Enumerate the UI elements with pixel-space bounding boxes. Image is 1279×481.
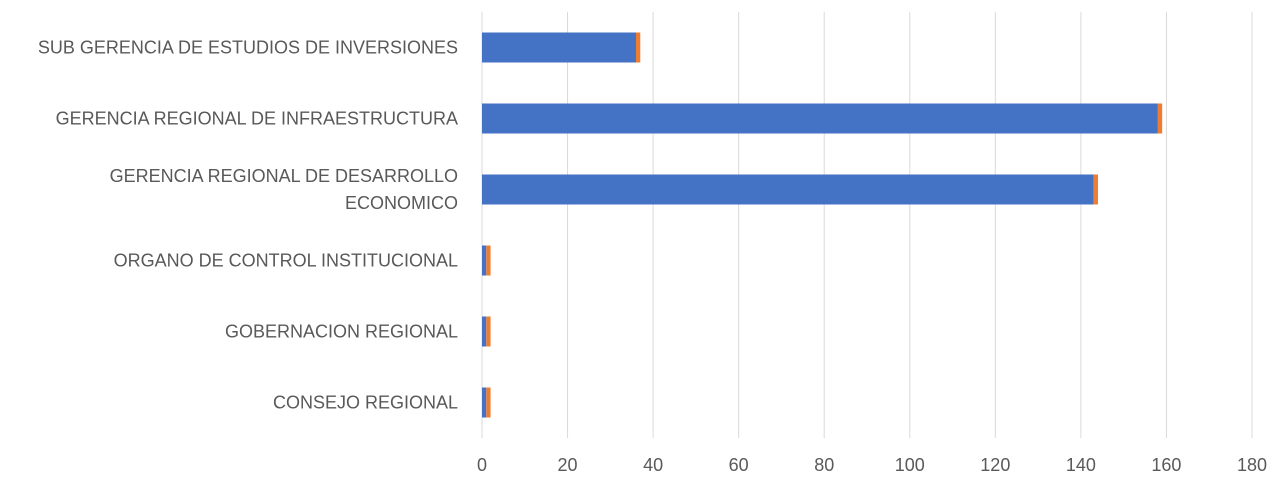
x-tick-label: 180	[1237, 455, 1267, 475]
bar-series-2-3	[1093, 174, 1098, 205]
bar-series-1-5	[482, 32, 636, 63]
bar-series-1-1	[482, 316, 487, 347]
category-labels: CONSEJO REGIONAL GOBERNACION REGIONAL ORGA…	[38, 38, 458, 413]
x-axis-tick-labels: 0 20 40 60 80 100 120 140 160 180	[477, 455, 1267, 475]
x-tick-label: 140	[1066, 455, 1096, 475]
category-label-line: CONSEJO REGIONAL	[273, 393, 458, 413]
category-label: ORGANO DE CONTROL INSTITUCIONAL	[114, 251, 458, 271]
category-label: GERENCIA REGIONAL DE INFRAESTRUCTURA	[56, 109, 458, 129]
category-label: CONSEJO REGIONAL	[273, 393, 458, 413]
x-tick-label: 120	[980, 455, 1010, 475]
bar-series-2-4	[1157, 103, 1163, 134]
category-label: GOBERNACION REGIONAL	[225, 322, 458, 342]
x-tick-label: 0	[477, 455, 487, 475]
x-tick-label: 40	[643, 455, 663, 475]
bar-series-1-0	[482, 387, 487, 418]
category-label-line: SUB GERENCIA DE ESTUDIOS DE INVERSIONES	[38, 38, 458, 58]
x-tick-label: 20	[558, 455, 578, 475]
bar-series-2-0	[486, 387, 491, 418]
category-label-line: GOBERNACION REGIONAL	[225, 322, 458, 342]
category-label: GERENCIA REGIONAL DE DESARROLLO ECONOMICO	[110, 166, 458, 213]
category-label-line: GERENCIA REGIONAL DE INFRAESTRUCTURA	[56, 109, 458, 129]
bar-series-2-2	[486, 245, 491, 276]
category-label-line: GERENCIA REGIONAL DE DESARROLLO	[110, 166, 458, 186]
bars	[482, 32, 1163, 418]
x-tick-label: 100	[895, 455, 925, 475]
x-tick-label: 60	[729, 455, 749, 475]
x-tick-label: 160	[1151, 455, 1181, 475]
category-label: SUB GERENCIA DE ESTUDIOS DE INVERSIONES	[38, 38, 458, 58]
category-label-line: ECONOMICO	[345, 193, 458, 213]
bar-series-1-2	[482, 245, 487, 276]
bar-series-2-5	[636, 32, 641, 63]
bar-series-1-4	[482, 103, 1158, 134]
bar-series-1-3	[482, 174, 1094, 205]
x-tick-label: 80	[814, 455, 834, 475]
bar-series-2-1	[486, 316, 491, 347]
category-label-line: ORGANO DE CONTROL INSTITUCIONAL	[114, 251, 458, 271]
gridlines	[481, 12, 1253, 438]
